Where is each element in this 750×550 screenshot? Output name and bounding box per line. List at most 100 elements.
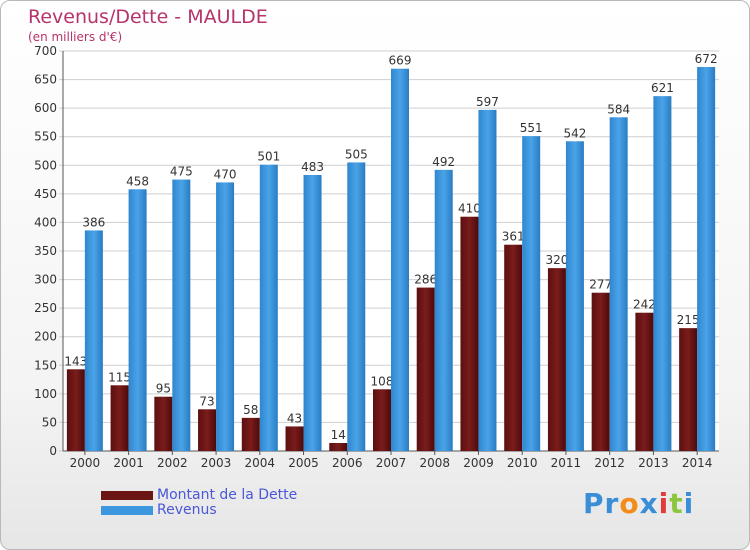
bar-dette	[547, 268, 566, 451]
logo-letter: r	[604, 487, 620, 520]
data-label-dette: 277	[589, 278, 612, 292]
chart-title: Revenus/Dette - MAULDE	[28, 6, 268, 28]
data-label-dette: 58	[243, 403, 258, 417]
bar-revenus	[259, 164, 278, 451]
x-tick-label: 2008	[419, 456, 450, 470]
bar-revenus	[653, 96, 672, 452]
bar-dette	[66, 369, 85, 451]
y-tick-label: 450	[34, 187, 57, 201]
bar-revenus	[434, 169, 453, 451]
y-tick-label: 700	[34, 44, 57, 58]
data-label-revenus: 621	[651, 81, 674, 95]
logo-letter: o	[619, 487, 640, 520]
bar-dette	[110, 385, 129, 451]
bar-revenus	[303, 175, 322, 451]
data-label-dette: 14	[331, 428, 346, 442]
bar-revenus	[609, 117, 628, 452]
bar-dette	[635, 312, 654, 451]
data-label-dette: 320	[545, 253, 568, 267]
bar-dette	[154, 396, 173, 451]
legend-swatch-revenus	[101, 505, 153, 515]
bar-dette	[416, 287, 435, 451]
legend-item-dette: Montant de la Dette	[101, 487, 297, 503]
bar-dette	[679, 328, 698, 451]
bar-dette	[373, 389, 391, 451]
data-label-revenus: 492	[432, 155, 455, 169]
data-label-revenus: 386	[82, 215, 105, 229]
x-tick-label: 2011	[551, 456, 582, 470]
bar-dette	[504, 244, 523, 451]
data-label-revenus: 669	[389, 54, 412, 68]
x-tick-label: 2006	[332, 456, 363, 470]
legend-swatch-dette	[101, 490, 153, 500]
y-tick-label: 650	[34, 73, 57, 87]
bar-revenus	[172, 179, 191, 452]
x-tick-label: 2002	[157, 456, 188, 470]
logo-letter: i	[683, 487, 695, 520]
data-label-dette: 361	[502, 230, 525, 244]
bar-dette	[329, 443, 348, 451]
legend-item-revenus: Revenus	[101, 502, 217, 518]
data-label-dette: 410	[458, 202, 481, 216]
bar-dette	[285, 426, 304, 451]
data-label-dette: 286	[414, 273, 437, 287]
x-tick-label: 2012	[594, 456, 625, 470]
y-tick-label: 200	[34, 330, 57, 344]
logo-letter: P	[583, 487, 605, 520]
data-label-revenus: 584	[607, 102, 630, 116]
data-label-revenus: 597	[476, 95, 499, 109]
data-label-dette: 215	[677, 313, 700, 327]
bar-revenus	[391, 68, 409, 451]
legend-label-dette: Montant de la Dette	[157, 487, 298, 503]
y-tick-label: 550	[34, 130, 57, 144]
data-label-revenus: 475	[170, 165, 193, 179]
data-label-revenus: 483	[301, 160, 324, 174]
y-tick-label: 250	[34, 301, 57, 315]
data-label-revenus: 542	[563, 126, 586, 140]
x-tick-label: 2009	[463, 456, 494, 470]
bar-dette	[198, 409, 217, 451]
y-tick-label: 500	[34, 158, 57, 172]
bar-dette	[591, 292, 610, 451]
data-label-dette: 73	[199, 394, 214, 408]
bar-dette	[241, 417, 260, 451]
data-label-dette: 115	[108, 370, 131, 384]
logo-letter: t	[669, 487, 684, 520]
y-tick-label: 100	[34, 387, 57, 401]
bar-revenus	[347, 162, 366, 451]
x-tick-label: 2000	[70, 456, 101, 470]
data-label-revenus: 470	[214, 167, 237, 181]
bar-revenus	[565, 141, 584, 452]
logo-letter: i	[658, 487, 670, 520]
y-tick-label: 300	[34, 273, 57, 287]
x-tick-label: 2003	[201, 456, 232, 470]
data-label-revenus: 505	[345, 147, 368, 161]
y-tick-label: 50	[42, 415, 57, 429]
y-tick-label: 0	[49, 444, 57, 458]
bar-revenus	[84, 230, 103, 451]
x-tick-label: 2001	[113, 456, 144, 470]
data-label-dette: 143	[64, 354, 87, 368]
y-tick-label: 150	[34, 358, 57, 372]
x-tick-label: 2013	[638, 456, 669, 470]
y-tick-label: 600	[34, 101, 57, 115]
x-tick-label: 2005	[288, 456, 319, 470]
bar-revenus	[697, 67, 716, 451]
data-label-revenus: 458	[126, 174, 149, 188]
x-tick-label: 2010	[507, 456, 538, 470]
legend-label-revenus: Revenus	[157, 502, 217, 518]
data-label-revenus: 501	[257, 150, 280, 164]
bar-dette	[460, 216, 479, 451]
data-label-dette: 43	[287, 411, 302, 425]
bar-revenus	[216, 182, 235, 451]
data-label-dette: 242	[633, 298, 656, 312]
proxiti-logo: Proxiti	[583, 487, 694, 520]
chart-subtitle: (en milliers d'€)	[28, 30, 123, 44]
x-tick-label: 2007	[376, 456, 407, 470]
bar-revenus	[522, 136, 541, 451]
bar-revenus	[478, 109, 497, 451]
y-tick-label: 350	[34, 244, 57, 258]
x-tick-label: 2004	[245, 456, 276, 470]
